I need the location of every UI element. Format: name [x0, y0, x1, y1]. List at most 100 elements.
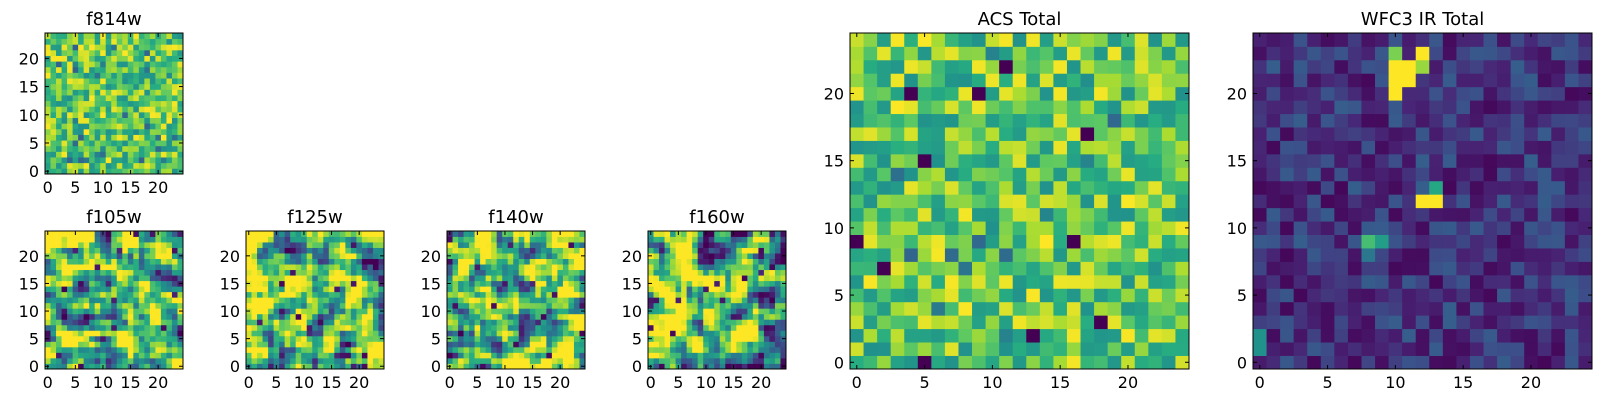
heatmap-cell	[138, 231, 145, 237]
heatmap-cell	[985, 301, 1000, 316]
heatmap-cell	[703, 352, 710, 359]
heatmap-cell	[372, 280, 379, 287]
heatmap-cell	[67, 117, 73, 124]
heatmap-cell	[999, 153, 1014, 168]
heatmap-cell	[138, 280, 145, 287]
heatmap-cell	[1497, 86, 1512, 101]
heatmap-cell	[769, 291, 776, 298]
heatmap-cell	[45, 38, 51, 45]
heatmap-cell	[524, 302, 531, 309]
heatmap-cell	[491, 286, 498, 293]
heatmap-cell	[659, 236, 665, 243]
heatmap-cell	[659, 363, 665, 370]
y-tick-label: 5	[632, 330, 642, 349]
heatmap-cell	[1094, 248, 1109, 262]
heatmap-cell	[568, 242, 575, 248]
heatmap-cell	[1121, 127, 1136, 141]
heatmap-cell	[917, 355, 932, 370]
heatmap-cell	[999, 113, 1014, 128]
heatmap-cell	[372, 324, 379, 331]
heatmap-cell	[863, 207, 878, 222]
heatmap-cell	[160, 162, 167, 169]
heatmap-cell	[56, 302, 62, 309]
heatmap-cell	[714, 319, 721, 326]
heatmap-cell	[562, 231, 569, 237]
heatmap-cell	[251, 352, 258, 359]
heatmap-cell	[1039, 100, 1054, 115]
x-tick-label: 20	[1118, 373, 1138, 392]
heatmap-cell	[78, 134, 85, 141]
heatmap-cell	[166, 280, 173, 287]
heatmap-cell	[546, 363, 553, 370]
heatmap-cell	[312, 302, 319, 309]
heatmap-cell	[877, 127, 892, 141]
heatmap-cell	[568, 341, 575, 348]
heatmap-cell	[100, 330, 107, 337]
heatmap-cell	[1175, 274, 1190, 289]
heatmap-cell	[100, 341, 107, 348]
heatmap-cell	[725, 247, 732, 254]
heatmap-cell	[452, 346, 459, 353]
heatmap-cell	[1107, 113, 1122, 128]
heatmap-cell	[747, 346, 754, 353]
heatmap-cell	[496, 264, 503, 271]
heatmap-cell	[67, 324, 73, 331]
heatmap-cell	[50, 341, 57, 348]
heatmap-cell	[1039, 274, 1054, 289]
heatmap-cell	[573, 363, 580, 370]
heatmap-cell	[328, 253, 335, 259]
heatmap-cell	[94, 89, 101, 96]
heatmap-cell	[144, 308, 151, 315]
heatmap-cell	[1334, 234, 1349, 249]
heatmap-cell	[985, 315, 1000, 330]
heatmap-cell	[127, 72, 134, 79]
heatmap-cell	[45, 100, 51, 107]
heatmap-cell	[1551, 153, 1566, 168]
heatmap-cell	[648, 313, 654, 320]
heatmap-cell	[83, 236, 90, 243]
heatmap-cell	[1347, 194, 1362, 209]
heatmap-cell	[1551, 73, 1566, 88]
heatmap-cell	[295, 346, 302, 353]
heatmap-cell	[122, 95, 129, 102]
heatmap-cell	[50, 128, 57, 135]
heatmap-cell	[177, 269, 184, 276]
heatmap-cell	[105, 236, 112, 243]
heatmap-cell	[72, 78, 79, 85]
heatmap-cell	[89, 117, 96, 124]
heatmap-cell	[1066, 127, 1081, 141]
heatmap-cell	[166, 346, 173, 353]
heatmap-cell	[1456, 86, 1471, 101]
heatmap-cell	[1388, 33, 1403, 47]
heatmap-cell	[1307, 328, 1322, 343]
heatmap-cell	[251, 242, 258, 248]
heatmap-cell	[45, 264, 51, 271]
heatmap-cell	[958, 100, 973, 115]
heatmap-cell	[78, 66, 85, 73]
heatmap-cell	[653, 341, 660, 348]
heatmap-cell	[339, 291, 346, 298]
heatmap-cell	[670, 357, 676, 364]
heatmap-cell	[56, 286, 62, 293]
heatmap-cell	[56, 44, 62, 51]
heatmap-cell	[562, 341, 569, 348]
heatmap-cell	[741, 253, 748, 259]
heatmap-cell	[1483, 234, 1498, 249]
heatmap-cell	[670, 341, 676, 348]
heatmap-cell	[257, 352, 263, 359]
heatmap-cell	[1375, 342, 1389, 356]
heatmap-cell	[491, 269, 498, 276]
heatmap-cell	[1307, 194, 1322, 209]
heatmap-cell	[752, 242, 759, 248]
heatmap-cell	[116, 151, 123, 158]
heatmap-cell	[708, 330, 715, 337]
heatmap-cell	[367, 253, 374, 259]
heatmap-cell	[166, 83, 173, 90]
heatmap-cell	[83, 111, 90, 118]
heatmap-cell	[56, 78, 62, 85]
heatmap-cell	[83, 247, 90, 254]
heatmap-cell	[562, 291, 569, 298]
heatmap-cell	[116, 61, 123, 68]
heatmap-cell	[166, 297, 173, 304]
